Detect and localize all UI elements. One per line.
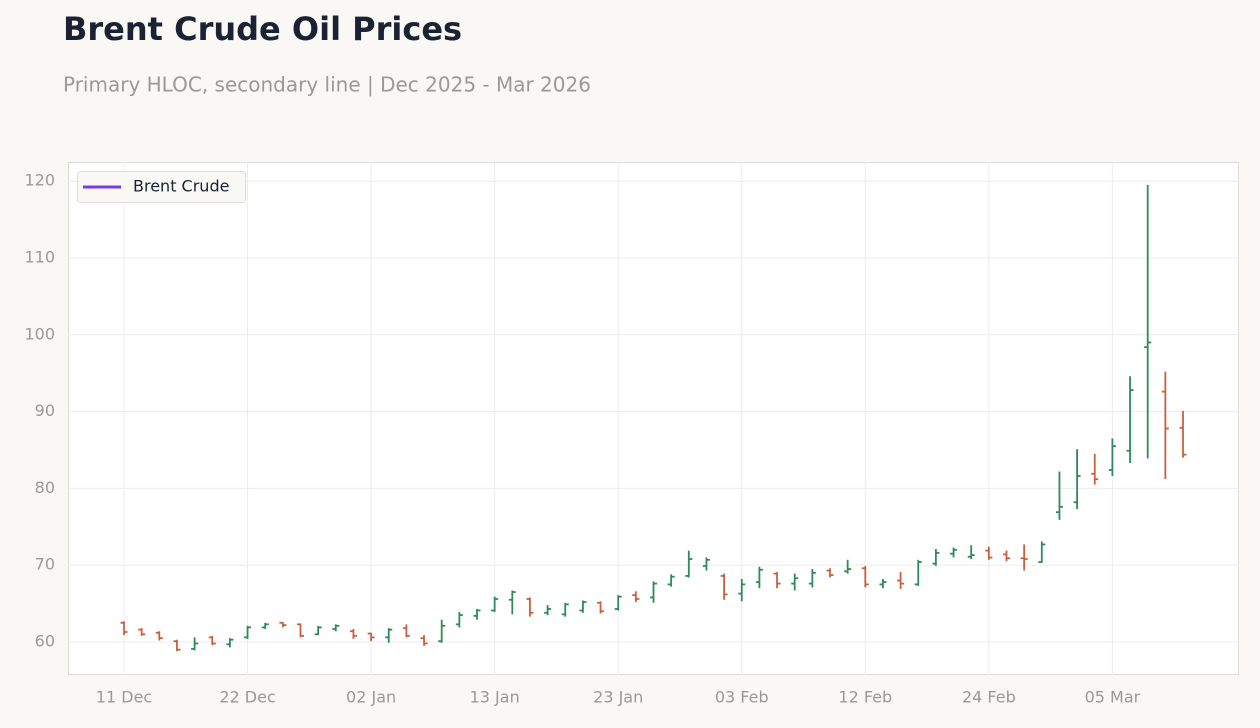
y-tick-label: 110 bbox=[24, 247, 55, 266]
legend-label: Brent Crude bbox=[133, 177, 229, 196]
x-tick-label: 24 Feb bbox=[962, 688, 1016, 707]
y-tick-label: 90 bbox=[35, 401, 55, 420]
x-tick-label: 22 Dec bbox=[219, 688, 275, 707]
y-tick-label: 120 bbox=[24, 171, 55, 190]
y-tick-label: 100 bbox=[24, 324, 55, 343]
chart-title: Brent Crude Oil Prices bbox=[63, 10, 462, 48]
x-tick-label: 02 Jan bbox=[346, 688, 396, 707]
x-tick-label: 11 Dec bbox=[96, 688, 152, 707]
x-tick-label: 12 Feb bbox=[838, 688, 892, 707]
y-tick-label: 60 bbox=[35, 631, 55, 650]
chart-subtitle: Primary HLOC, secondary line | Dec 2025 … bbox=[63, 73, 591, 97]
x-tick-label: 05 Mar bbox=[1085, 688, 1141, 707]
y-tick-label: 80 bbox=[35, 478, 55, 497]
x-tick-label: 13 Jan bbox=[470, 688, 520, 707]
x-tick-label: 23 Jan bbox=[593, 688, 643, 707]
y-tick-label: 70 bbox=[35, 555, 55, 574]
x-tick-label: 03 Feb bbox=[715, 688, 769, 707]
legend-box bbox=[77, 171, 246, 203]
